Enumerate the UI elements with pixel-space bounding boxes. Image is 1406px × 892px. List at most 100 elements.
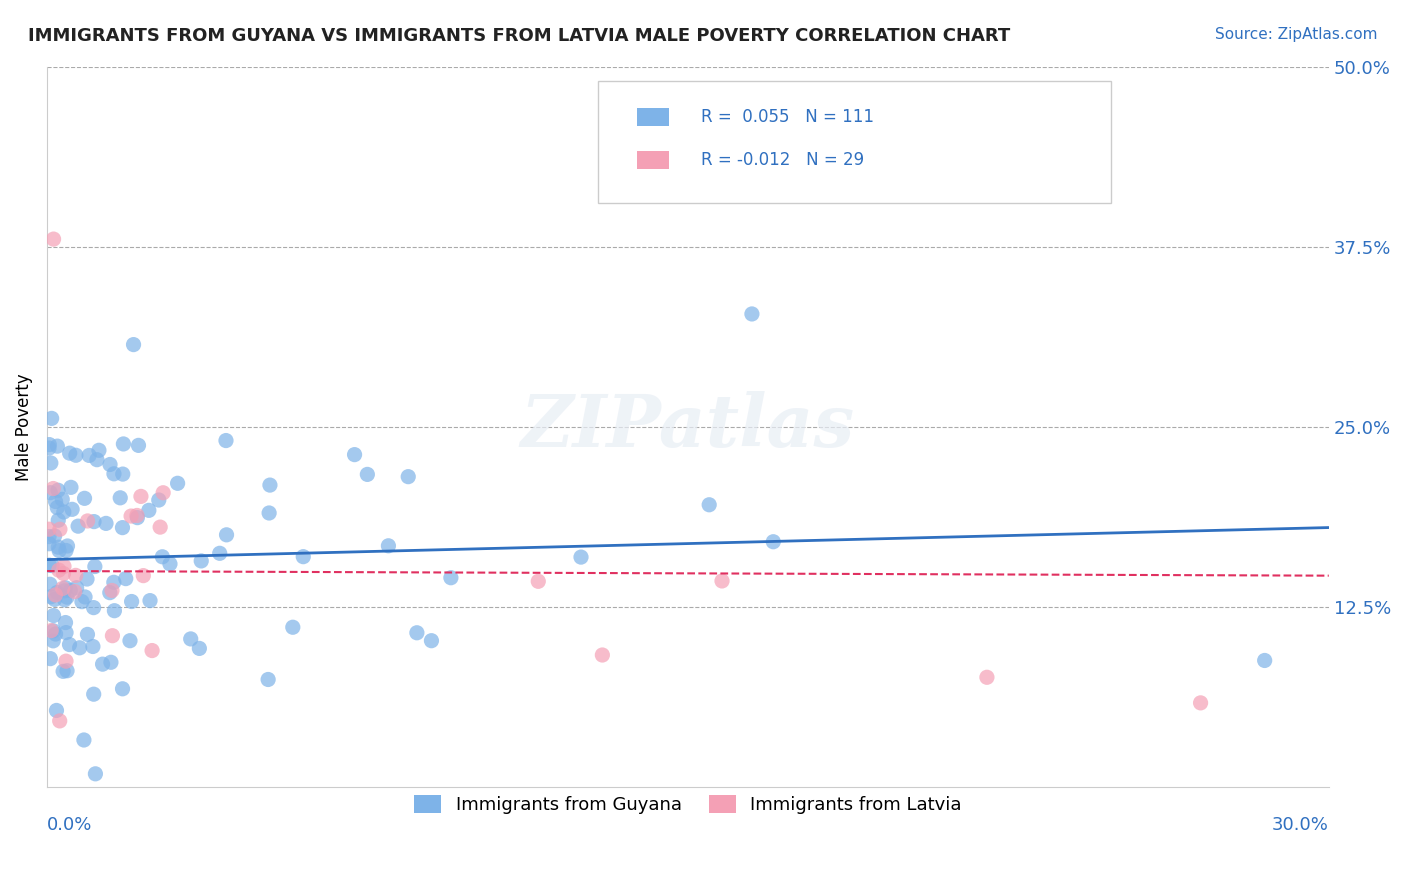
Point: [51, 492, 73, 507]
Point: [127, 438, 149, 452]
Point: [103, 467, 125, 481]
Point: [52, 566, 75, 581]
Point: [38, 441, 60, 455]
Point: [63, 584, 86, 599]
Point: [83, 559, 105, 574]
Point: [42, 624, 65, 638]
Point: [129, 489, 152, 503]
Point: [38, 530, 60, 544]
Point: [101, 629, 124, 643]
Point: [48, 563, 70, 577]
Point: [122, 337, 145, 351]
Point: [73, 590, 96, 604]
Point: [56, 590, 79, 604]
Point: [55, 581, 77, 595]
Point: [67, 519, 90, 533]
FancyBboxPatch shape: [637, 108, 669, 126]
Point: [111, 521, 134, 535]
Point: [190, 554, 212, 568]
Point: [39, 590, 62, 604]
Point: [711, 574, 734, 588]
Point: [125, 508, 148, 523]
Point: [84, 767, 107, 781]
Point: [42, 232, 65, 246]
Point: [76, 572, 98, 586]
Text: IMMIGRANTS FROM GUYANA VS IMMIGRANTS FROM LATVIA MALE POVERTY CORRELATION CHART: IMMIGRANTS FROM GUYANA VS IMMIGRANTS FRO…: [28, 27, 1011, 45]
Point: [41, 411, 63, 425]
Point: [420, 633, 443, 648]
Point: [55, 543, 77, 558]
Text: 30.0%: 30.0%: [1272, 816, 1329, 834]
Point: [56, 539, 79, 553]
Point: [111, 467, 134, 481]
Point: [292, 549, 315, 564]
Point: [44, 588, 66, 602]
Point: [112, 437, 135, 451]
Point: [141, 643, 163, 657]
Point: [697, 498, 720, 512]
Point: [41, 558, 63, 573]
Point: [1189, 696, 1212, 710]
Point: [39, 456, 62, 470]
Point: [100, 655, 122, 669]
Point: [52, 665, 75, 679]
FancyBboxPatch shape: [598, 81, 1111, 203]
Point: [976, 670, 998, 684]
Point: [741, 307, 763, 321]
Point: [44, 592, 66, 607]
Point: [83, 687, 105, 701]
Point: [56, 664, 79, 678]
Point: [150, 549, 173, 564]
Point: [53, 583, 76, 598]
Text: 0.0%: 0.0%: [46, 816, 93, 834]
Point: [101, 583, 124, 598]
Point: [73, 491, 96, 506]
Point: [159, 557, 181, 571]
Point: [48, 714, 70, 728]
Point: [46, 540, 69, 554]
Point: [121, 594, 143, 608]
Point: [527, 574, 550, 589]
Point: [55, 654, 77, 668]
Point: [259, 478, 281, 492]
Point: [65, 568, 87, 582]
Point: [356, 467, 378, 482]
Point: [138, 503, 160, 517]
Point: [87, 443, 110, 458]
Point: [132, 568, 155, 582]
Point: [45, 627, 67, 641]
Point: [406, 625, 429, 640]
Point: [281, 620, 304, 634]
Point: [39, 651, 62, 665]
Point: [59, 446, 82, 460]
Text: ZIPatlas: ZIPatlas: [520, 392, 855, 462]
Point: [45, 494, 67, 508]
Point: [343, 448, 366, 462]
Text: R = -0.012   N = 29: R = -0.012 N = 29: [700, 152, 863, 169]
Point: [53, 592, 76, 607]
Point: [46, 513, 69, 527]
Point: [48, 543, 70, 558]
Point: [42, 482, 65, 496]
Legend: Immigrants from Guyana, Immigrants from Latvia: Immigrants from Guyana, Immigrants from …: [406, 788, 969, 822]
Point: [38, 537, 60, 551]
Point: [46, 500, 69, 515]
Point: [180, 632, 202, 646]
Point: [166, 476, 188, 491]
Point: [103, 575, 125, 590]
Point: [257, 506, 280, 520]
Point: [188, 641, 211, 656]
Point: [114, 572, 136, 586]
Point: [83, 515, 105, 529]
Point: [65, 448, 87, 462]
Point: [76, 514, 98, 528]
Point: [148, 493, 170, 508]
Text: R =  0.055   N = 111: R = 0.055 N = 111: [700, 108, 873, 126]
Point: [49, 522, 72, 536]
Point: [73, 733, 96, 747]
Point: [569, 550, 592, 565]
Point: [52, 505, 75, 519]
Point: [215, 528, 238, 542]
Point: [39, 577, 62, 591]
Point: [149, 520, 172, 534]
